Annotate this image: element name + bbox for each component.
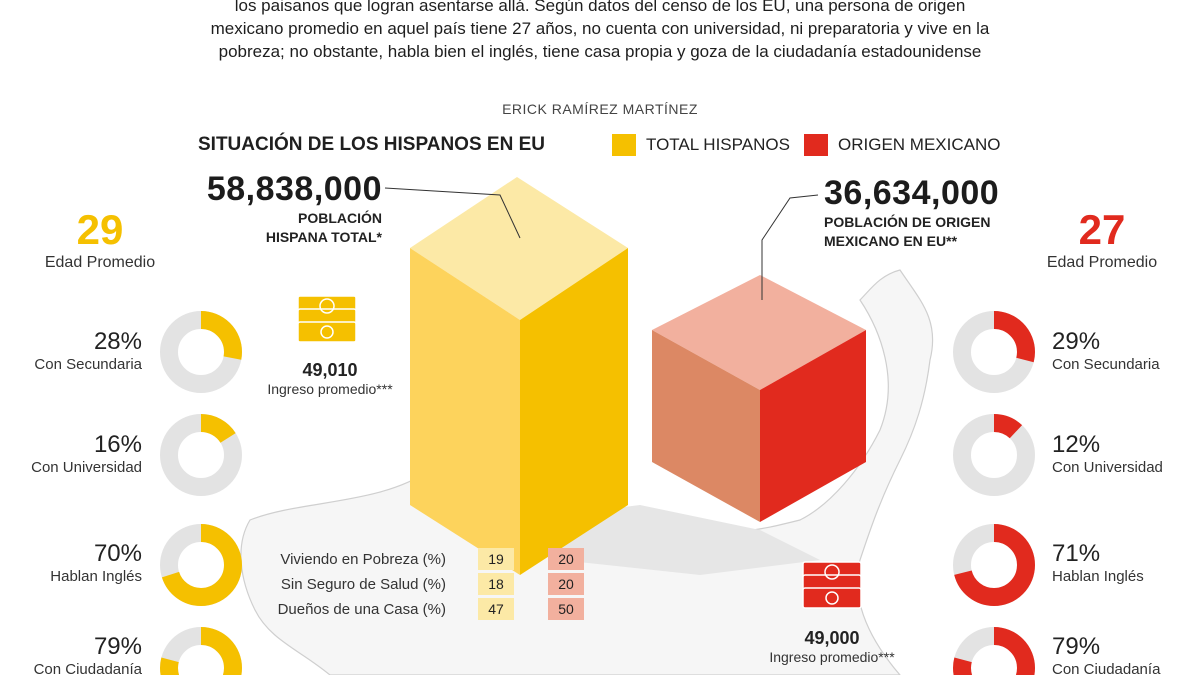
legend-item-hispanos: TOTAL HISPANOS — [612, 134, 790, 156]
stats-table: Viviendo en Pobreza (%) 19 20 Sin Seguro… — [256, 548, 584, 620]
table-cell-hispanos: 18 — [478, 573, 514, 595]
population-hispanos: 58,838,000 POBLACIÓN HISPANA TOTAL* — [200, 170, 382, 247]
population-mexicano: 36,634,000 POBLACIÓN DE ORIGEN MEXICANO … — [824, 174, 1024, 251]
donut-mexicano-3 — [953, 627, 1035, 675]
income-hispanos: 49,010 Ingreso promedio*** — [240, 360, 420, 397]
income-label: Ingreso promedio*** — [267, 381, 393, 397]
leader-hispanos — [384, 187, 521, 239]
stat-hispanos-secundaria: 28% Con Secundaria — [0, 328, 142, 373]
income-label: Ingreso promedio*** — [769, 649, 895, 665]
age-label: Edad Promedio — [44, 254, 156, 271]
stat-value: 70% — [93, 540, 142, 567]
donuts-hispanos — [160, 311, 242, 675]
population-label: POBLACIÓN DE ORIGEN — [824, 214, 991, 230]
table-cell-mexicano: 20 — [548, 573, 584, 595]
donut-mexicano-0 — [953, 311, 1035, 393]
stat-label: Con Secundaria — [34, 356, 142, 373]
donut-hispanos-2 — [160, 524, 242, 606]
age-value: 27 — [1078, 206, 1126, 253]
table-row-label: Viviendo en Pobreza (%) — [280, 550, 446, 568]
stat-value: 16% — [93, 431, 142, 458]
stat-value: 71% — [1052, 540, 1101, 567]
stat-label: Con Universidad — [1052, 459, 1163, 476]
bar-mexicano-top — [652, 275, 866, 390]
bar-hispanos-front — [410, 248, 520, 575]
donut-mexicano-2 — [953, 524, 1035, 606]
age-label: Edad Promedio — [1046, 254, 1158, 271]
income-value: 49,000 — [804, 628, 860, 648]
byline: ERICK RAMÍREZ MARTÍNEZ — [502, 101, 698, 117]
table-row-label: Dueños de una Casa (%) — [277, 600, 446, 618]
stat-mexicano-universidad: 12% Con Universidad — [1052, 431, 1200, 476]
age-value: 29 — [76, 206, 124, 253]
table-cell-hispanos: 47 — [478, 598, 514, 620]
stat-hispanos-ciudadania: 79% Con Ciudadanía — [0, 633, 142, 678]
donuts-mexicano — [953, 311, 1035, 675]
population-label: HISPANA TOTAL* — [265, 229, 382, 245]
leader-mexicano — [761, 194, 819, 300]
table-cell-hispanos: 19 — [478, 548, 514, 570]
legend-label: TOTAL HISPANOS — [646, 135, 790, 154]
table-row-label: Sin Seguro de Salud (%) — [280, 575, 446, 593]
stat-label: Con Secundaria — [1052, 356, 1160, 373]
population-label: POBLACIÓN — [298, 210, 382, 226]
intro-line: los paisanos que logran asentarse allá. … — [234, 0, 966, 15]
bar-mexicano-side — [760, 330, 866, 522]
table-cell-mexicano: 50 — [548, 598, 584, 620]
bar-hispanos-side — [520, 248, 628, 575]
population-label: MEXICANO EN EU** — [824, 233, 958, 249]
donut-mexicano-1 — [953, 414, 1035, 496]
stat-label: Hablan Inglés — [50, 568, 142, 585]
donut-hispanos-3 — [160, 627, 242, 675]
donut-hispanos-1 — [160, 414, 242, 496]
stat-hispanos-ingles: 70% Hablan Inglés — [0, 540, 142, 585]
bar-mexicano — [652, 275, 866, 522]
stat-value: 79% — [1052, 633, 1101, 660]
stat-mexicano-ingles: 71% Hablan Inglés — [1052, 540, 1200, 585]
population-value: 36,634,000 — [824, 174, 1000, 212]
age-mexicano: 27 Edad Promedio — [1022, 206, 1182, 272]
stat-mexicano-secundaria: 29% Con Secundaria — [1052, 328, 1200, 373]
intro-line: pobreza; no obstante, habla bien el ingl… — [218, 42, 982, 61]
table-row: Dueños de una Casa (%) 47 50 — [256, 598, 584, 620]
table-cell-mexicano: 20 — [548, 548, 584, 570]
chart-title: SITUACIÓN DE LOS HISPANOS EN EU — [198, 134, 545, 155]
stat-value: 79% — [93, 633, 142, 660]
stat-mexicano-ciudadania: 79% Con Ciudadanía — [1052, 633, 1200, 678]
legend-swatch — [612, 134, 636, 156]
bar-hispanos — [410, 177, 628, 575]
donut-track — [953, 414, 1035, 496]
intro-paragraph: los paisanos que logran asentarse allá. … — [150, 0, 1050, 63]
intro-line: mexicano promedio en aquel país tiene 27… — [210, 19, 990, 38]
legend-swatch — [804, 134, 828, 156]
legend-label: ORIGEN MEXICANO — [838, 135, 1001, 154]
stat-value: 29% — [1052, 328, 1101, 355]
stat-label: Con Ciudadanía — [33, 661, 142, 678]
bar-mexicano-front — [652, 330, 760, 522]
income-mexicano: 49,000 Ingreso promedio*** — [742, 628, 922, 665]
stat-value: 28% — [93, 328, 142, 355]
donut-hispanos-0 — [160, 311, 242, 393]
age-hispanos: 29 Edad Promedio — [20, 206, 180, 272]
bar-hispanos-top — [410, 177, 628, 320]
stat-label: Con Universidad — [31, 459, 142, 476]
stat-label: Hablan Inglés — [1052, 568, 1144, 585]
stat-hispanos-universidad: 16% Con Universidad — [0, 431, 142, 476]
legend-item-mexicano: ORIGEN MEXICANO — [804, 134, 1000, 156]
table-row: Sin Seguro de Salud (%) 18 20 — [256, 573, 584, 595]
money-icon-mexicano — [802, 561, 862, 609]
stat-value: 12% — [1052, 431, 1101, 458]
population-value: 58,838,000 — [206, 170, 382, 208]
money-icon-hispanos — [297, 295, 357, 343]
table-row: Viviendo en Pobreza (%) 19 20 — [256, 548, 584, 570]
income-value: 49,010 — [302, 360, 358, 380]
stat-label: Con Ciudadanía — [1052, 661, 1161, 678]
